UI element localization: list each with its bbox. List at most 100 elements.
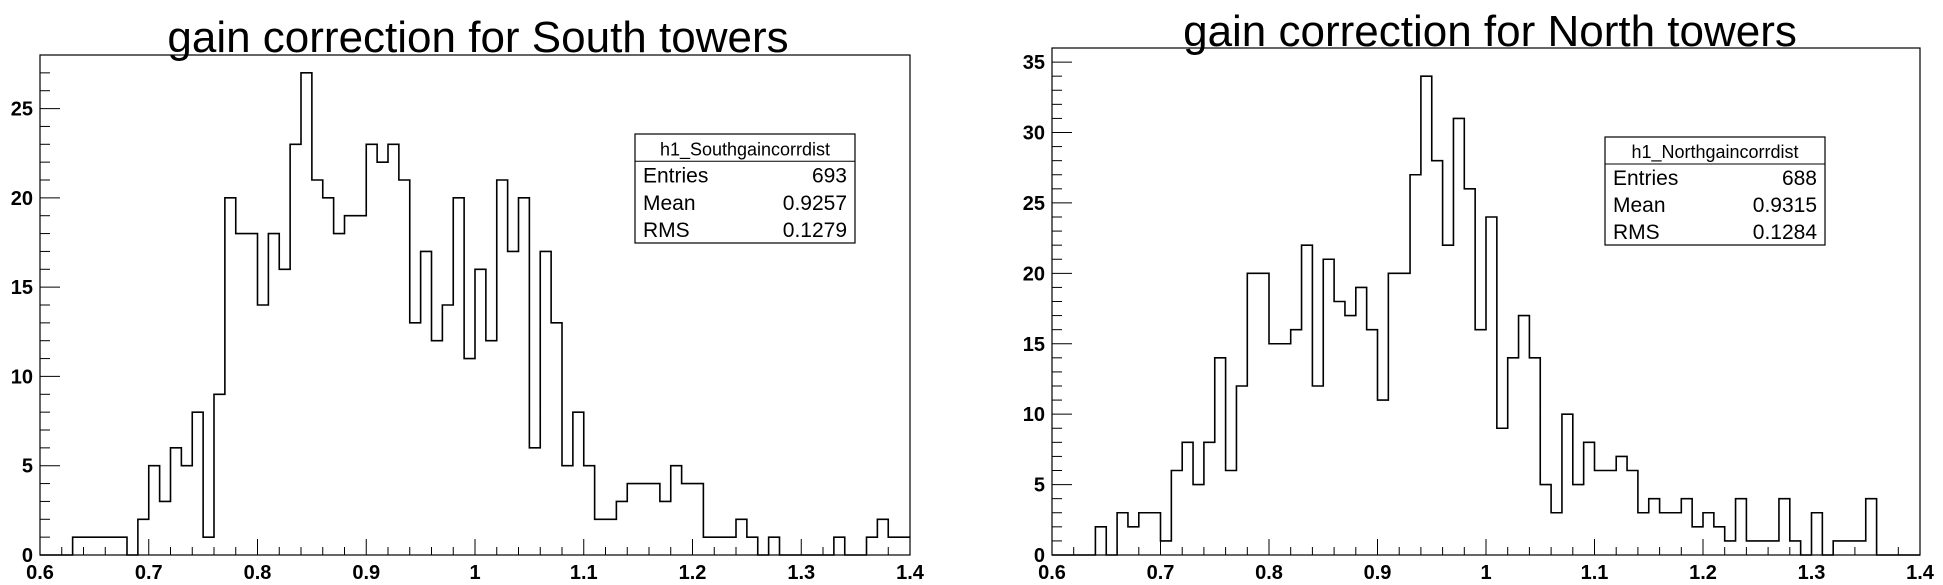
south-x-tick-label: 1 [469, 562, 480, 584]
south-y-tick-label: 5 [22, 456, 33, 478]
north-y-tick-label: 25 [1023, 193, 1045, 215]
south-bin-bar [877, 519, 888, 555]
south-bin-bar [334, 234, 345, 555]
south-bin-bar [660, 501, 671, 555]
north-bin-bar [1649, 499, 1660, 555]
south-bin-bar [834, 537, 845, 555]
north-stats-label: RMS [1613, 221, 1660, 244]
south-bin-bar [247, 234, 258, 555]
south-bin-bar [682, 484, 693, 555]
south-bin-bar [149, 466, 160, 555]
south-bin-bar [323, 198, 334, 555]
south-bin-bar [399, 180, 410, 555]
north-bin-bar [1692, 527, 1703, 555]
south-bin-bar [160, 501, 171, 555]
north-bin-bar [1519, 316, 1530, 555]
north-x-tick-label: 1.1 [1581, 562, 1609, 584]
north-bin-bar [1779, 499, 1790, 555]
north-bin-bar [1215, 358, 1226, 555]
north-bin-bar [1139, 513, 1150, 555]
north-bin-bar [1258, 273, 1269, 555]
south-bin-bar [84, 537, 95, 555]
north-bin-bar [1356, 287, 1367, 555]
north-bin-bar [1714, 527, 1725, 555]
north-bin-bar [1193, 485, 1204, 555]
south-bin-bar [616, 501, 627, 555]
south-bin-bar [312, 180, 323, 555]
north-bin-bar [1095, 527, 1106, 555]
south-x-tick-label: 0.6 [26, 562, 54, 584]
south-bin-bar [551, 323, 562, 555]
south-bin-bar [671, 466, 682, 555]
south-bin-bar [192, 412, 203, 555]
south-bin-bar [725, 537, 736, 555]
south-bin-bar [258, 305, 269, 555]
north-bin-bar [1638, 513, 1649, 555]
north-bin-bar [1432, 161, 1443, 555]
north-bin-bar [1204, 442, 1215, 555]
south-bin-bar [181, 466, 192, 555]
north-bin-bar [1345, 316, 1356, 555]
north-bin-bar [1302, 245, 1313, 555]
north-bin-bar [1746, 541, 1757, 555]
south-bin-bar [747, 537, 758, 555]
north-x-tick-label: 0.8 [1255, 562, 1283, 584]
north-bin-bar [1280, 344, 1291, 555]
north-bin-bar [1584, 442, 1595, 555]
south-bin-bar [214, 394, 225, 555]
south-stats-value: 0.1279 [783, 219, 847, 242]
south-bin-bar [442, 305, 453, 555]
south-bin-bar [366, 144, 377, 555]
south-bin-bar [410, 323, 421, 555]
north-y-tick-label: 15 [1023, 334, 1045, 356]
south-bin-bar [562, 466, 573, 555]
north-bin-bar [1605, 471, 1616, 556]
north-bin-bar [1725, 541, 1736, 555]
south-bin-bar [703, 537, 714, 555]
south-bin-bar [486, 341, 497, 555]
south-bin-bar [421, 251, 432, 555]
south-x-tick-label: 1.4 [896, 562, 925, 584]
south-bin-bar [497, 180, 508, 555]
north-bin-bar [1497, 428, 1508, 555]
north-bin-bar [1790, 541, 1801, 555]
north-stats-name: h1_Northgaincorrdist [1631, 142, 1798, 163]
north-x-tick-label: 1.2 [1689, 562, 1717, 584]
south-bin-bar [606, 519, 617, 555]
north-bin-bar [1226, 471, 1237, 556]
south-stats-label: Entries [643, 165, 708, 188]
south-x-tick-label: 0.9 [352, 562, 380, 584]
south-bin-bar [529, 448, 540, 555]
south-bin-bar [94, 537, 105, 555]
south-bin-bar [453, 198, 464, 555]
north-bin-bar [1768, 541, 1779, 555]
north-x-tick-label: 1.4 [1906, 562, 1935, 584]
south-bin-bar [464, 359, 475, 555]
north-bin-bar [1627, 471, 1638, 556]
north-bin-bar [1670, 513, 1681, 555]
south-y-tick-label: 0 [22, 545, 33, 567]
south-histogram-line [40, 72, 910, 556]
south-bin-bar [268, 234, 279, 555]
south-bin-bar [377, 162, 388, 555]
north-bin-bar [1399, 273, 1410, 555]
north-bin-bar [1117, 513, 1128, 555]
south-bin-bar [899, 537, 910, 555]
south-bin-bar [203, 537, 214, 555]
south-bin-bar [475, 269, 486, 555]
north-y-tick-label: 30 [1023, 123, 1045, 145]
south-bin-bar [595, 519, 606, 555]
north-bin-bar [1334, 302, 1345, 556]
north-bin-bar [1844, 541, 1855, 555]
north-stats-value: 0.1284 [1753, 221, 1818, 244]
north-bin-bar [1736, 499, 1747, 555]
north-x-tick-label: 0.7 [1147, 562, 1175, 584]
south-x-tick-label: 1.1 [570, 562, 598, 584]
south-stats-box: h1_Southgaincorrdist Entries 693 Mean 0.9257… [634, 133, 856, 244]
north-histogram-panel: gain correction for North towers 0.6 0.7 0… [1023, 7, 1935, 584]
north-bin-bar [1540, 485, 1551, 555]
north-x-tick-label: 0.9 [1364, 562, 1392, 584]
north-bin-bar [1312, 386, 1323, 555]
north-bin-bar [1703, 513, 1714, 555]
north-bin-bar [1475, 330, 1486, 555]
